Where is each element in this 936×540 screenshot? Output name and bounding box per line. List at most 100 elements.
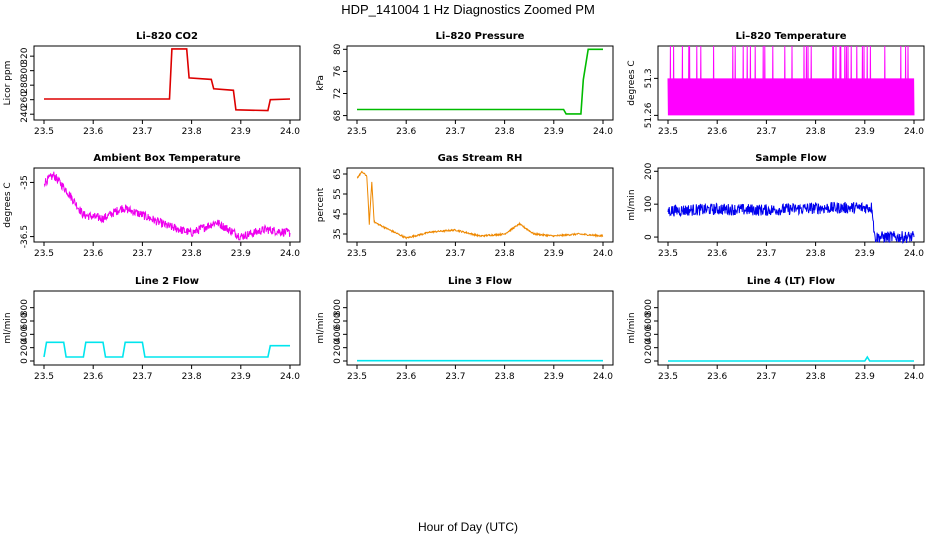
x-tick-label: 23.5 <box>347 127 367 137</box>
x-tick-label: 23.5 <box>658 372 678 382</box>
y-tick-label: 200 <box>644 339 654 356</box>
panel-title: Li–820 Temperature <box>735 31 846 42</box>
y-tick-label: -36.5 <box>20 225 30 248</box>
series-line <box>43 341 290 358</box>
y-tick-label: 68 <box>333 110 343 122</box>
x-tick-label: 23.8 <box>806 372 826 382</box>
x-tick-label: 23.9 <box>544 372 564 382</box>
x-tick-label: 23.6 <box>707 249 727 259</box>
x-tick-label: 24.0 <box>593 127 613 137</box>
series-line <box>356 170 604 240</box>
plot-frame <box>346 290 614 366</box>
x-tick-label: 23.5 <box>658 249 678 259</box>
x-tick-label: 23.6 <box>707 372 727 382</box>
x-tick-label: 23.9 <box>231 127 251 137</box>
panel-2: Li–820 Pressure 23.5 23.6 23.7 23.8 23.9 24.0 6… <box>316 31 614 137</box>
plot-frame <box>346 167 614 243</box>
y-tick-label: 0 <box>20 358 30 364</box>
y-tick-label: 200 <box>20 339 30 356</box>
y-tick-label: 280 <box>20 76 30 93</box>
x-tick-label: 23.9 <box>231 372 251 382</box>
x-tick-label: 23.6 <box>707 127 727 137</box>
series-line <box>667 45 915 116</box>
x-tick-label: 24.0 <box>280 372 300 382</box>
panels-group: Li–820 CO2 23.5 23.6 23.7 23.8 23.9 24.0 240260… <box>3 31 925 382</box>
x-tick-label: 23.7 <box>756 127 776 137</box>
plot-frame <box>657 167 925 243</box>
plot-frame <box>33 45 301 121</box>
x-tick-label: 23.7 <box>445 127 465 137</box>
y-tick-label: 300 <box>20 62 30 79</box>
x-tick-label: 24.0 <box>280 249 300 259</box>
x-tick-label: 23.8 <box>182 127 202 137</box>
x-tick-label: 23.8 <box>806 127 826 137</box>
x-tick-label: 23.5 <box>658 127 678 137</box>
y-tick-label: 400 <box>644 325 654 342</box>
x-tick-label: 23.7 <box>132 372 152 382</box>
panel-7: Line 2 Flow 23.5 23.6 23.7 23.8 23.9 24.0 0 2004… <box>3 276 301 382</box>
y-tick-label: 72 <box>333 88 343 99</box>
x-tick-label: 23.8 <box>495 127 515 137</box>
x-tick-label: 23.5 <box>347 249 367 259</box>
y-tick-label: 200 <box>333 339 343 356</box>
x-tick-label: 23.7 <box>445 372 465 382</box>
x-tick-label: 23.6 <box>396 249 416 259</box>
panel-title: Gas Stream RH <box>438 153 523 164</box>
x-tick-label: 23.9 <box>231 249 251 259</box>
panel-4: Ambient Box Temperature 23.5 23.6 23.7 23.8 2… <box>3 153 301 259</box>
y-axis-label: ml/min <box>627 189 637 220</box>
x-tick-label: 24.0 <box>904 249 924 259</box>
x-tick-label: 23.7 <box>132 127 152 137</box>
figure-xlabel: Hour of Day (UTC) <box>418 520 518 534</box>
y-tick-label: 45 <box>333 208 343 219</box>
y-tick-label: 0 <box>644 358 654 364</box>
x-tick-label: 23.9 <box>855 249 875 259</box>
y-axis-label: degrees C <box>627 60 637 105</box>
series-line <box>668 355 914 362</box>
x-tick-label: 23.7 <box>445 249 465 259</box>
x-tick-label: 23.5 <box>34 249 54 259</box>
x-tick-label: 24.0 <box>593 372 613 382</box>
y-tick-label: 600 <box>644 312 654 329</box>
x-tick-label: 23.8 <box>182 249 202 259</box>
x-tick-label: 23.6 <box>396 127 416 137</box>
panel-6: Sample Flow 23.5 23.6 23.7 23.8 23.9 24.0 0 100 2… <box>627 153 925 259</box>
panel-title: Ambient Box Temperature <box>93 153 240 164</box>
y-tick-label: 76 <box>333 65 343 77</box>
panel-1: Li–820 CO2 23.5 23.6 23.7 23.8 23.9 24.0 240260… <box>3 31 301 137</box>
x-tick-label: 24.0 <box>904 372 924 382</box>
x-tick-label: 23.7 <box>132 249 152 259</box>
series-line <box>357 48 603 115</box>
y-tick-label: 400 <box>20 325 30 342</box>
y-axis-label: kPa <box>316 75 326 91</box>
y-axis-label: degrees C <box>3 182 13 227</box>
y-tick-label: 51.3 <box>644 68 654 88</box>
y-axis-label: Licor ppm <box>3 61 13 106</box>
y-tick-label: 200 <box>644 162 654 179</box>
y-tick-label: 35 <box>333 228 343 239</box>
x-tick-label: 23.9 <box>544 249 564 259</box>
plot-frame <box>657 290 925 366</box>
y-axis-label: ml/min <box>3 312 13 343</box>
panel-title: Li–820 Pressure <box>436 31 525 42</box>
y-tick-label: 100 <box>644 195 654 212</box>
y-tick-label: 800 <box>644 299 654 316</box>
panel-5: Gas Stream RH 23.5 23.6 23.7 23.8 23.9 24.0 35 4… <box>316 153 614 259</box>
y-tick-label: 800 <box>20 299 30 316</box>
y-tick-label: 65 <box>333 168 343 179</box>
panel-title: Li–820 CO2 <box>136 31 198 42</box>
x-tick-label: 23.5 <box>34 372 54 382</box>
x-tick-label: 23.6 <box>83 372 103 382</box>
y-tick-label: 260 <box>20 91 30 108</box>
y-tick-label: 0 <box>644 234 654 240</box>
panel-title: Line 3 Flow <box>448 276 512 287</box>
x-tick-label: 24.0 <box>593 249 613 259</box>
figure-title: HDP_141004 1 Hz Diagnostics Zoomed PM <box>341 2 595 17</box>
plot-frame <box>33 167 301 243</box>
y-tick-label: 600 <box>20 312 30 329</box>
panel-title: Line 2 Flow <box>135 276 199 287</box>
y-axis-label: ml/min <box>316 312 326 343</box>
series-line <box>44 48 291 112</box>
plot-frame <box>346 45 614 121</box>
y-tick-label: 240 <box>20 105 30 122</box>
